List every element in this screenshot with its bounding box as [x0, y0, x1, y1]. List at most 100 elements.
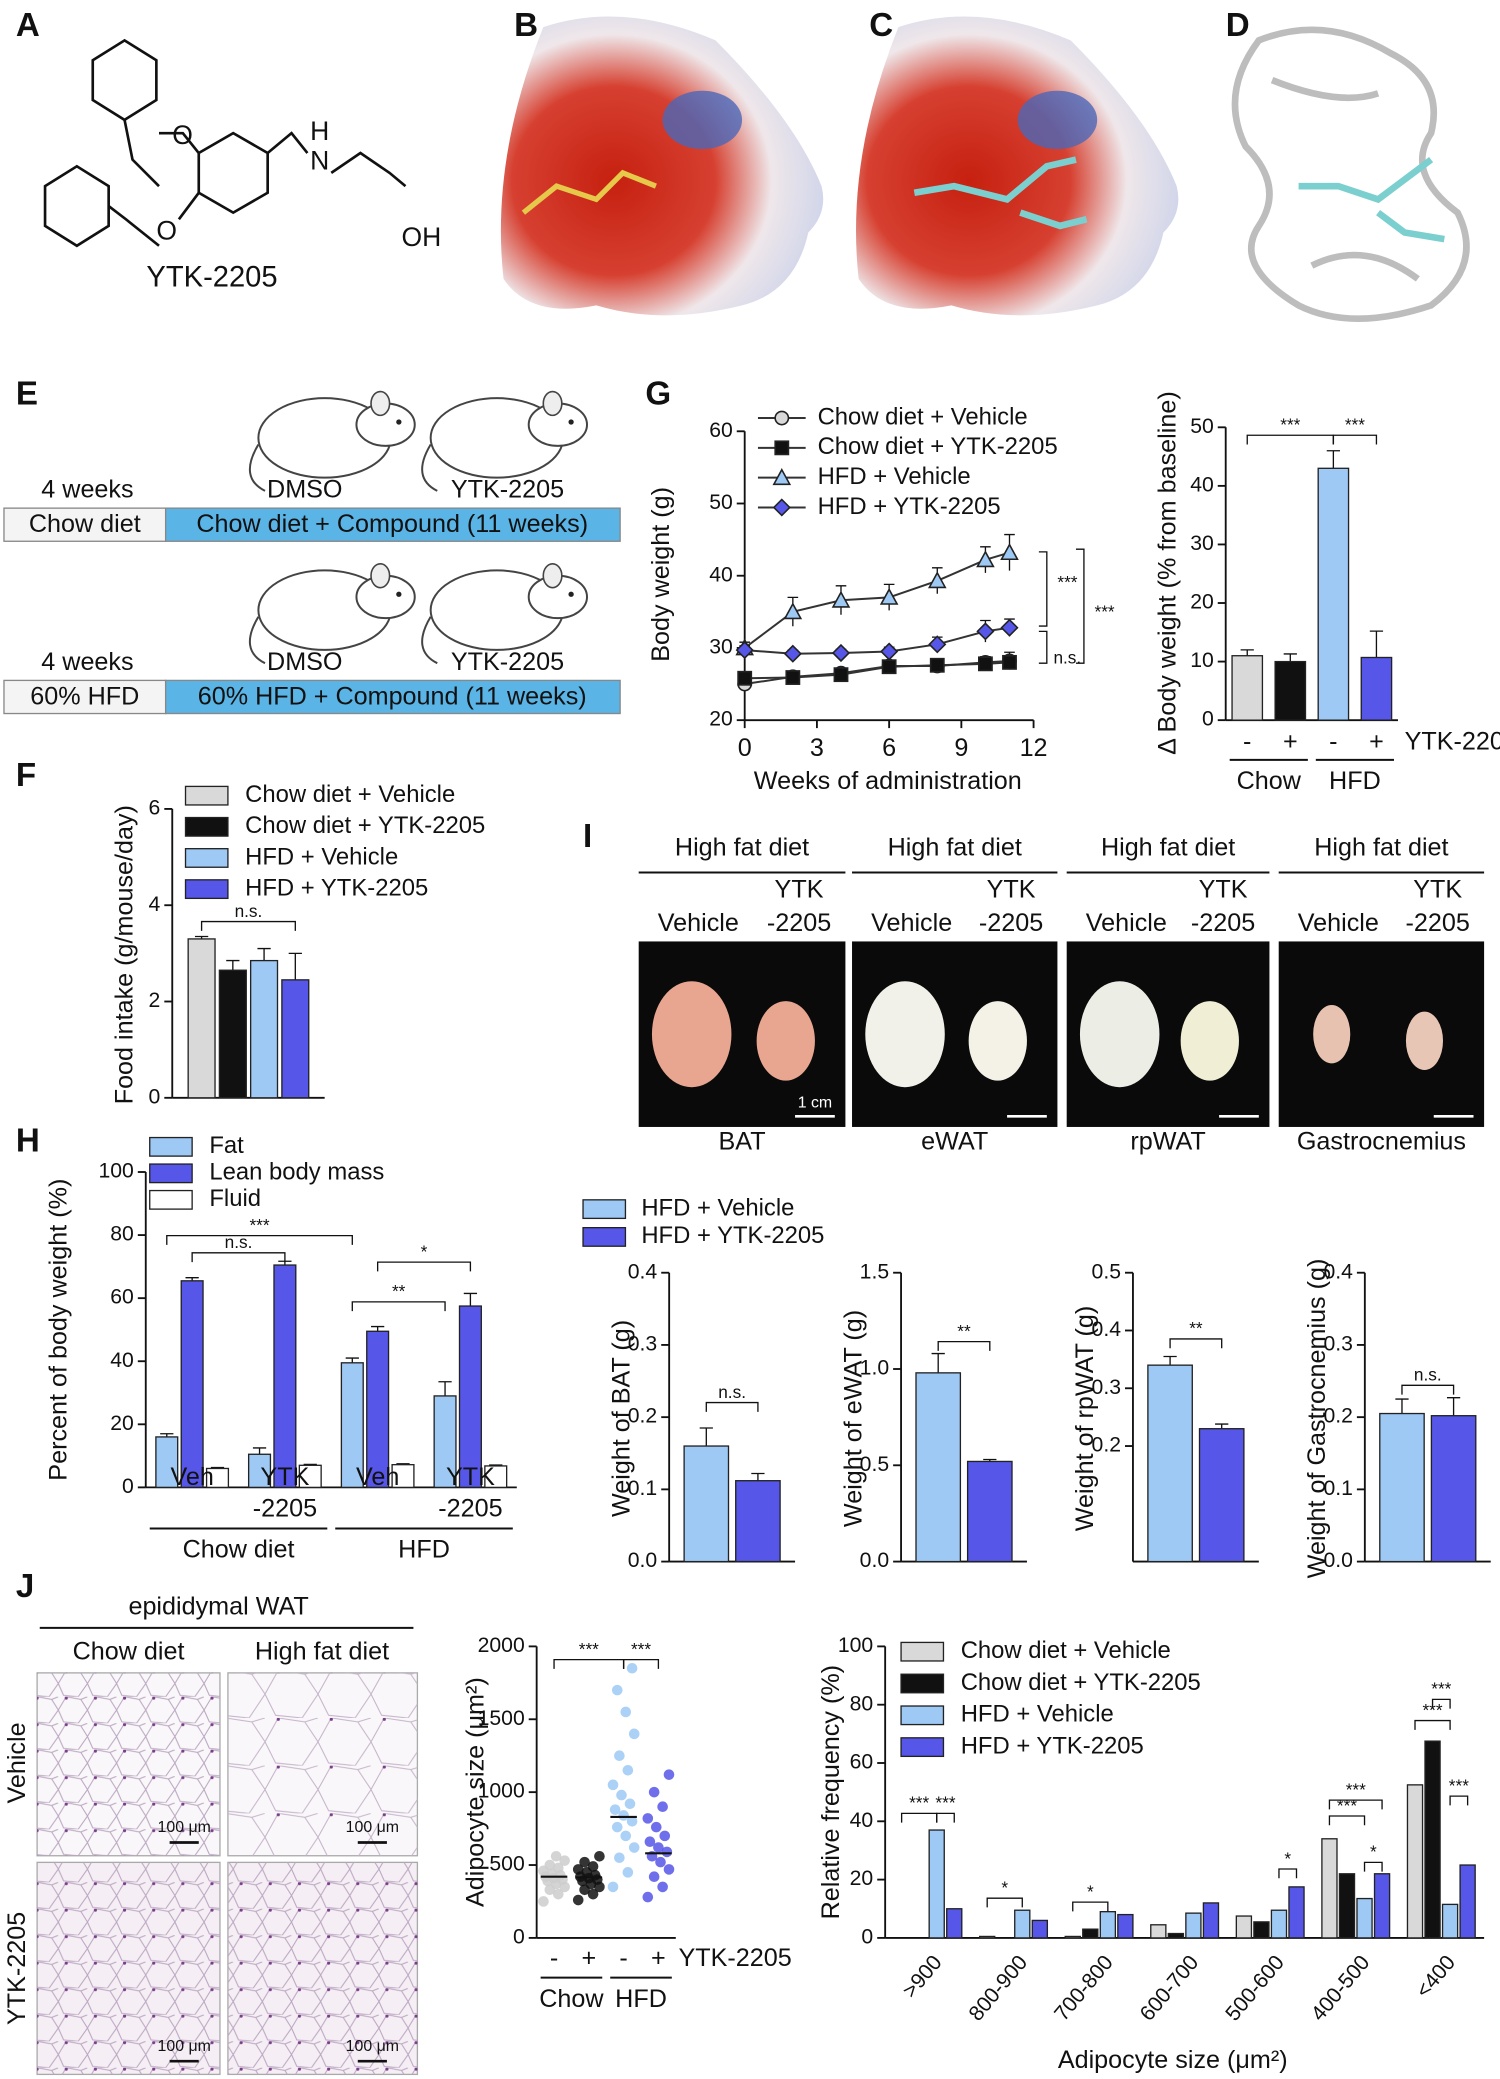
tissue [1180, 1001, 1239, 1081]
tissue [968, 1001, 1027, 1081]
bar [1031, 1919, 1049, 1939]
data-point [559, 1855, 570, 1866]
tissue-label: BAT [719, 1128, 766, 1156]
legend-swatch [149, 1136, 193, 1157]
y-tick-label: 0.0 [860, 1549, 889, 1572]
panel-label: H [16, 1123, 40, 1160]
legend-swatch [900, 1641, 945, 1662]
panel-label: J [16, 1568, 34, 1605]
column-label: High fat diet [255, 1638, 389, 1666]
y-tick-label: 0 [1202, 708, 1214, 731]
data-point [552, 1862, 564, 1874]
bar [180, 1280, 204, 1489]
significance-bracket [1246, 434, 1335, 445]
y-tick-label: 1.0 [860, 1357, 889, 1380]
legend-swatch [582, 1227, 627, 1247]
data-point [624, 1798, 636, 1810]
significance-label: *** [909, 1793, 929, 1813]
legend-marker [772, 498, 791, 517]
y-tick-label: 50 [1190, 415, 1214, 438]
row-label: Vehicle [3, 1722, 31, 1803]
x-tick-label: -2205 [438, 1495, 502, 1523]
tissue [651, 981, 732, 1088]
bar [205, 1467, 230, 1489]
tissue-label: eWAT [921, 1128, 988, 1156]
scale-bar-label: 1 cm [798, 1094, 832, 1111]
panel-label: E [16, 375, 38, 412]
factor-label: YTK-2205 [1405, 727, 1500, 755]
y-tick-label: 0.0 [1323, 1549, 1352, 1572]
data-point [594, 1850, 605, 1862]
marker [737, 670, 753, 686]
data-point [616, 1789, 627, 1801]
bar [1379, 1412, 1425, 1563]
data-point [663, 1864, 675, 1875]
legend-swatch [149, 1163, 193, 1184]
bar [1147, 1364, 1193, 1563]
bar [458, 1305, 482, 1489]
series-line [744, 661, 1010, 680]
x-tick-label: Veh [170, 1463, 213, 1491]
y-tick-label: 2 [149, 989, 161, 1012]
series-line [744, 626, 1010, 655]
legend-label: Chow diet + YTK-2205 [245, 812, 485, 839]
panel-label: D [1226, 7, 1250, 44]
y-tick-label: 0.4 [628, 1260, 658, 1283]
y-tick-label: 30 [709, 636, 733, 659]
group-label: -2205 [767, 909, 831, 937]
data-point [657, 1801, 668, 1813]
bar [1014, 1909, 1031, 1939]
series-line [744, 551, 1010, 649]
legend-label: HFD + Vehicle [818, 463, 971, 490]
bar [1167, 1932, 1185, 1939]
bar [735, 1480, 781, 1563]
data-point [644, 1836, 656, 1848]
y-tick-label: 2000 [478, 1634, 525, 1657]
scale-bar-label: 100 μm [158, 1819, 211, 1836]
data-point [611, 1821, 623, 1833]
group-label: HFD [1329, 767, 1381, 795]
significance-bracket [1431, 1698, 1451, 1709]
bar [340, 1362, 364, 1489]
x-tick-label: -2205 [253, 1495, 317, 1523]
tissue [1313, 1005, 1351, 1064]
legend-label: HFD + YTK-2205 [641, 1222, 824, 1249]
y-tick-label: 1.5 [860, 1260, 889, 1283]
data-point [587, 1861, 599, 1872]
significance-label: n.s. [225, 1232, 253, 1252]
y-tick-label: 0 [122, 1475, 134, 1498]
significance-bracket [166, 1234, 353, 1245]
data-point [657, 1881, 668, 1893]
x-tick-label: - [619, 1944, 627, 1972]
bar [281, 979, 310, 1099]
legend-label: HFD + Vehicle [245, 843, 398, 870]
data-point [587, 1888, 599, 1900]
legend-label: Chow diet + Vehicle [961, 1637, 1171, 1664]
significance-bracket [705, 1401, 759, 1412]
bar [1235, 1915, 1253, 1939]
bar [1185, 1912, 1202, 1939]
legend-marker [772, 468, 792, 486]
error-bar [1215, 1423, 1229, 1429]
y-tick-label: 0 [861, 1926, 873, 1949]
y-tick-label: 0.2 [1323, 1405, 1352, 1428]
data-point [609, 1804, 621, 1815]
significance-label: *** [1345, 415, 1365, 435]
group-label: Vehicle [658, 909, 739, 937]
marker [929, 657, 945, 673]
row-label: YTK-2205 [3, 1912, 31, 2025]
y-tick-label: 100 [838, 1634, 873, 1657]
scheme [3, 390, 621, 715]
y-tick-label: 0.5 [1092, 1260, 1121, 1283]
significance-label: * [1370, 1842, 1377, 1862]
group-label: YTK [1413, 876, 1462, 904]
significance-label: *** [1431, 1679, 1451, 1699]
diet: Chow diet [29, 510, 141, 538]
significance-label: * [1001, 1877, 1008, 1897]
significance-bracket [900, 1812, 938, 1823]
significance-bracket [622, 1658, 660, 1669]
bar [1317, 467, 1350, 721]
marker [928, 635, 947, 654]
bar [218, 969, 247, 1099]
y-tick-label: 1000 [478, 1780, 525, 1803]
